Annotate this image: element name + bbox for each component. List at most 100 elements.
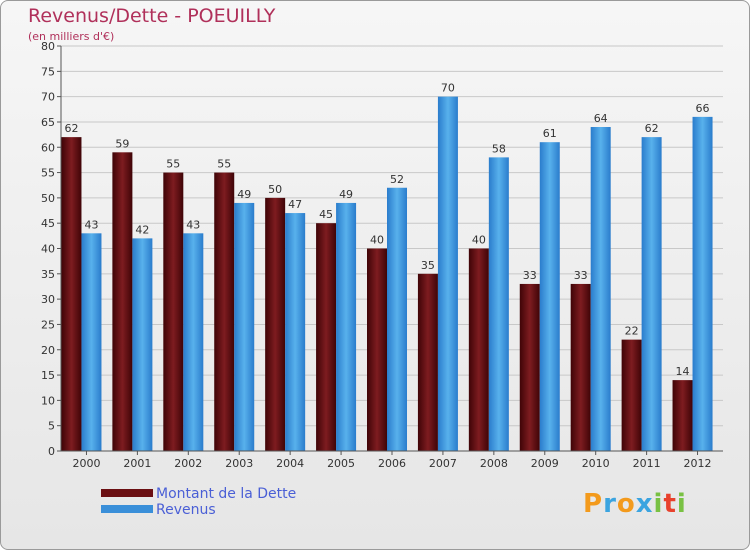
y-tick-label: 55 xyxy=(41,167,55,180)
legend-swatch-dette xyxy=(101,489,153,497)
legend-label-revenus: Revenus xyxy=(156,502,216,518)
data-label-revenus: 42 xyxy=(135,223,149,236)
bar-dette xyxy=(621,339,642,451)
y-tick-label: 80 xyxy=(41,40,55,53)
x-tick-label: 2011 xyxy=(633,457,661,470)
bar-dette xyxy=(214,172,235,451)
data-label-revenus: 62 xyxy=(645,122,659,135)
bar-revenus xyxy=(590,127,611,451)
y-tick-label: 25 xyxy=(41,318,55,331)
data-label-revenus: 43 xyxy=(186,218,200,231)
proxiti-logo: Proxiti xyxy=(583,489,687,519)
y-tick-label: 50 xyxy=(41,192,55,205)
data-label-dette: 14 xyxy=(676,365,690,378)
bars: 62 43 59 42 55 43 55 49 50 47 45 49 40 52 35 70 40 58 33 61… xyxy=(61,82,713,451)
data-label-dette: 22 xyxy=(625,325,639,338)
bar-revenus xyxy=(387,187,407,451)
logo-letter: P xyxy=(583,489,604,519)
y-tick-label: 60 xyxy=(41,141,55,154)
bar-dette xyxy=(112,152,133,451)
chart-title: Revenus/Dette - POEUILLY xyxy=(28,5,276,27)
logo-letter: i xyxy=(676,489,687,519)
bar-dette xyxy=(570,283,591,451)
data-label-revenus: 58 xyxy=(492,142,506,155)
x-tick-label: 2010 xyxy=(582,457,610,470)
bar-revenus xyxy=(285,213,306,451)
y-tick-label: 10 xyxy=(41,394,55,407)
data-label-revenus: 49 xyxy=(237,188,251,201)
logo-letter: o xyxy=(616,489,636,519)
data-label-revenus: 66 xyxy=(696,102,710,115)
bar-revenus xyxy=(336,202,357,451)
data-label-dette: 55 xyxy=(166,158,180,171)
x-tick-label: 2000 xyxy=(72,457,100,470)
y-tick-label: 20 xyxy=(41,344,55,357)
bar-dette xyxy=(672,380,693,451)
chart-subtitle: (en milliers d'€) xyxy=(28,30,115,43)
x-tick-label: 2001 xyxy=(123,457,151,470)
bar-dette xyxy=(163,172,184,451)
data-label-dette: 55 xyxy=(217,158,231,171)
bar-revenus xyxy=(488,157,509,451)
y-tick-label: 15 xyxy=(41,369,55,382)
data-label-dette: 50 xyxy=(268,183,282,196)
data-label-revenus: 70 xyxy=(441,82,455,95)
data-label-revenus: 43 xyxy=(84,218,98,231)
bar-revenus xyxy=(234,202,255,451)
data-label-dette: 45 xyxy=(319,208,333,221)
logo-letter: i xyxy=(653,489,664,519)
y-tick-label: 35 xyxy=(41,268,55,281)
legend-label-dette: Montant de la Dette xyxy=(156,486,297,502)
y-tick-label: 70 xyxy=(41,91,55,104)
logo-letter: t xyxy=(663,489,677,519)
y-tick-label: 40 xyxy=(41,243,55,256)
data-label-revenus: 52 xyxy=(390,173,404,186)
x-tick-label: 2012 xyxy=(684,457,712,470)
x-tick-label: 2009 xyxy=(531,457,559,470)
data-label-dette: 59 xyxy=(115,137,129,150)
bar-dette xyxy=(417,273,438,451)
x-tick-label: 2008 xyxy=(480,457,508,470)
bar-revenus xyxy=(641,137,662,451)
y-tick-label: 0 xyxy=(48,445,55,458)
bar-dette xyxy=(265,197,286,451)
y-tick-label: 75 xyxy=(41,65,55,78)
bar-revenus xyxy=(132,238,153,451)
bar-dette xyxy=(519,283,540,451)
bar-dette xyxy=(316,223,337,451)
y-tick-label: 30 xyxy=(41,293,55,306)
x-tick-label: 2005 xyxy=(327,457,355,470)
axes: 0 5 10 15 20 25 30 35 40 45 50 55 60 65 70 75 80 2000 2001… xyxy=(41,40,723,470)
bar-dette xyxy=(61,137,82,451)
data-label-revenus: 47 xyxy=(288,198,302,211)
data-label-dette: 33 xyxy=(574,269,588,282)
bar-revenus xyxy=(81,233,102,451)
y-tick-label: 65 xyxy=(41,116,55,129)
x-tick-label: 2007 xyxy=(429,457,457,470)
x-tick-label: 2004 xyxy=(276,457,304,470)
data-label-dette: 40 xyxy=(370,234,384,247)
data-label-dette: 33 xyxy=(523,269,537,282)
data-label-dette: 62 xyxy=(64,122,78,135)
bar-dette xyxy=(468,248,489,451)
data-label-revenus: 61 xyxy=(543,127,557,140)
x-tick-label: 2006 xyxy=(378,457,406,470)
data-label-revenus: 49 xyxy=(339,188,353,201)
bar-revenus xyxy=(437,96,458,451)
data-label-dette: 40 xyxy=(472,234,486,247)
x-tick-label: 2002 xyxy=(174,457,202,470)
data-label-revenus: 64 xyxy=(594,112,608,125)
legend-swatch-revenus xyxy=(101,505,153,513)
y-tick-label: 5 xyxy=(48,420,55,433)
logo-letter: r xyxy=(603,489,617,519)
logo-letter: x xyxy=(635,489,654,519)
y-tick-label: 45 xyxy=(41,217,55,230)
data-label-dette: 35 xyxy=(421,259,435,272)
bar-revenus xyxy=(539,142,560,451)
x-tick-label: 2003 xyxy=(225,457,253,470)
bar-dette xyxy=(367,248,387,451)
bar-revenus xyxy=(692,116,713,451)
bar-revenus xyxy=(183,233,204,451)
